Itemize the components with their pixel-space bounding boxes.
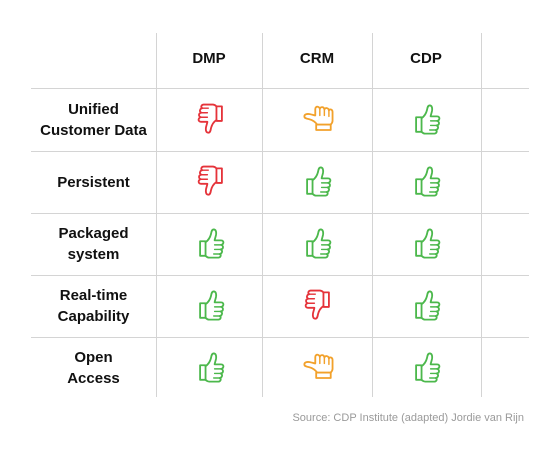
row-label-open-access: Open Access [31,338,156,398]
thumbs-up-icon [407,224,447,264]
rating-cell [407,286,447,326]
column-divider [262,33,263,397]
rating-cell [298,162,338,202]
thumbs-up-icon [298,162,338,202]
row-label-line: Real-time [59,287,128,304]
rating-cell [298,224,338,264]
thumbs-sideways-icon [298,348,338,388]
thumbs-up-icon [407,348,447,388]
row-divider [31,88,529,89]
rating-cell [407,348,447,388]
thumbs-sideways-icon [298,100,338,140]
thumbs-down-icon [298,286,338,326]
column-divider [481,33,482,397]
rating-cell [298,286,338,326]
thumbs-down-icon [191,100,231,140]
row-label-line: Capability [57,308,130,325]
rating-cell [407,162,447,202]
row-label-line: Customer Data [40,122,147,139]
rating-cell [191,286,231,326]
row-label-real-time-capability: Real-time Capability [31,276,156,336]
rating-cell [407,224,447,264]
row-label-persistent: Persistent [31,152,156,212]
source-caption: Source: CDP Institute (adapted) Jordie v… [292,412,524,424]
rating-cell [298,348,338,388]
row-divider [31,275,529,276]
column-header-cdp: CDP [410,50,442,67]
thumbs-up-icon [298,224,338,264]
column-header-crm: CRM [299,50,335,67]
column-header-dmp: DMP [192,50,226,67]
thumbs-up-icon [407,100,447,140]
rating-cell [191,348,231,388]
row-divider [31,337,529,338]
rating-cell [191,100,231,140]
column-divider [372,33,373,397]
row-label-packaged-system: Packaged system [31,214,156,274]
thumbs-up-icon [407,162,447,202]
rating-cell [298,100,338,140]
row-label-line: system [67,246,120,263]
row-label-unified-customer-data: Unified Customer Data [31,90,156,150]
rating-cell [407,100,447,140]
row-label-line: Packaged [58,225,129,242]
row-label-line: Persistent [57,173,130,191]
column-divider [156,33,157,397]
row-label-line: Access [67,370,120,387]
thumbs-up-icon [407,286,447,326]
row-label-line: Unified [68,101,119,118]
row-divider [31,151,529,152]
rating-cell [191,224,231,264]
thumbs-down-icon [191,162,231,202]
thumbs-up-icon [191,348,231,388]
thumbs-up-icon [191,286,231,326]
rating-cell [191,162,231,202]
thumbs-up-icon [191,224,231,264]
row-divider [31,213,529,214]
row-label-line: Open [74,349,113,366]
